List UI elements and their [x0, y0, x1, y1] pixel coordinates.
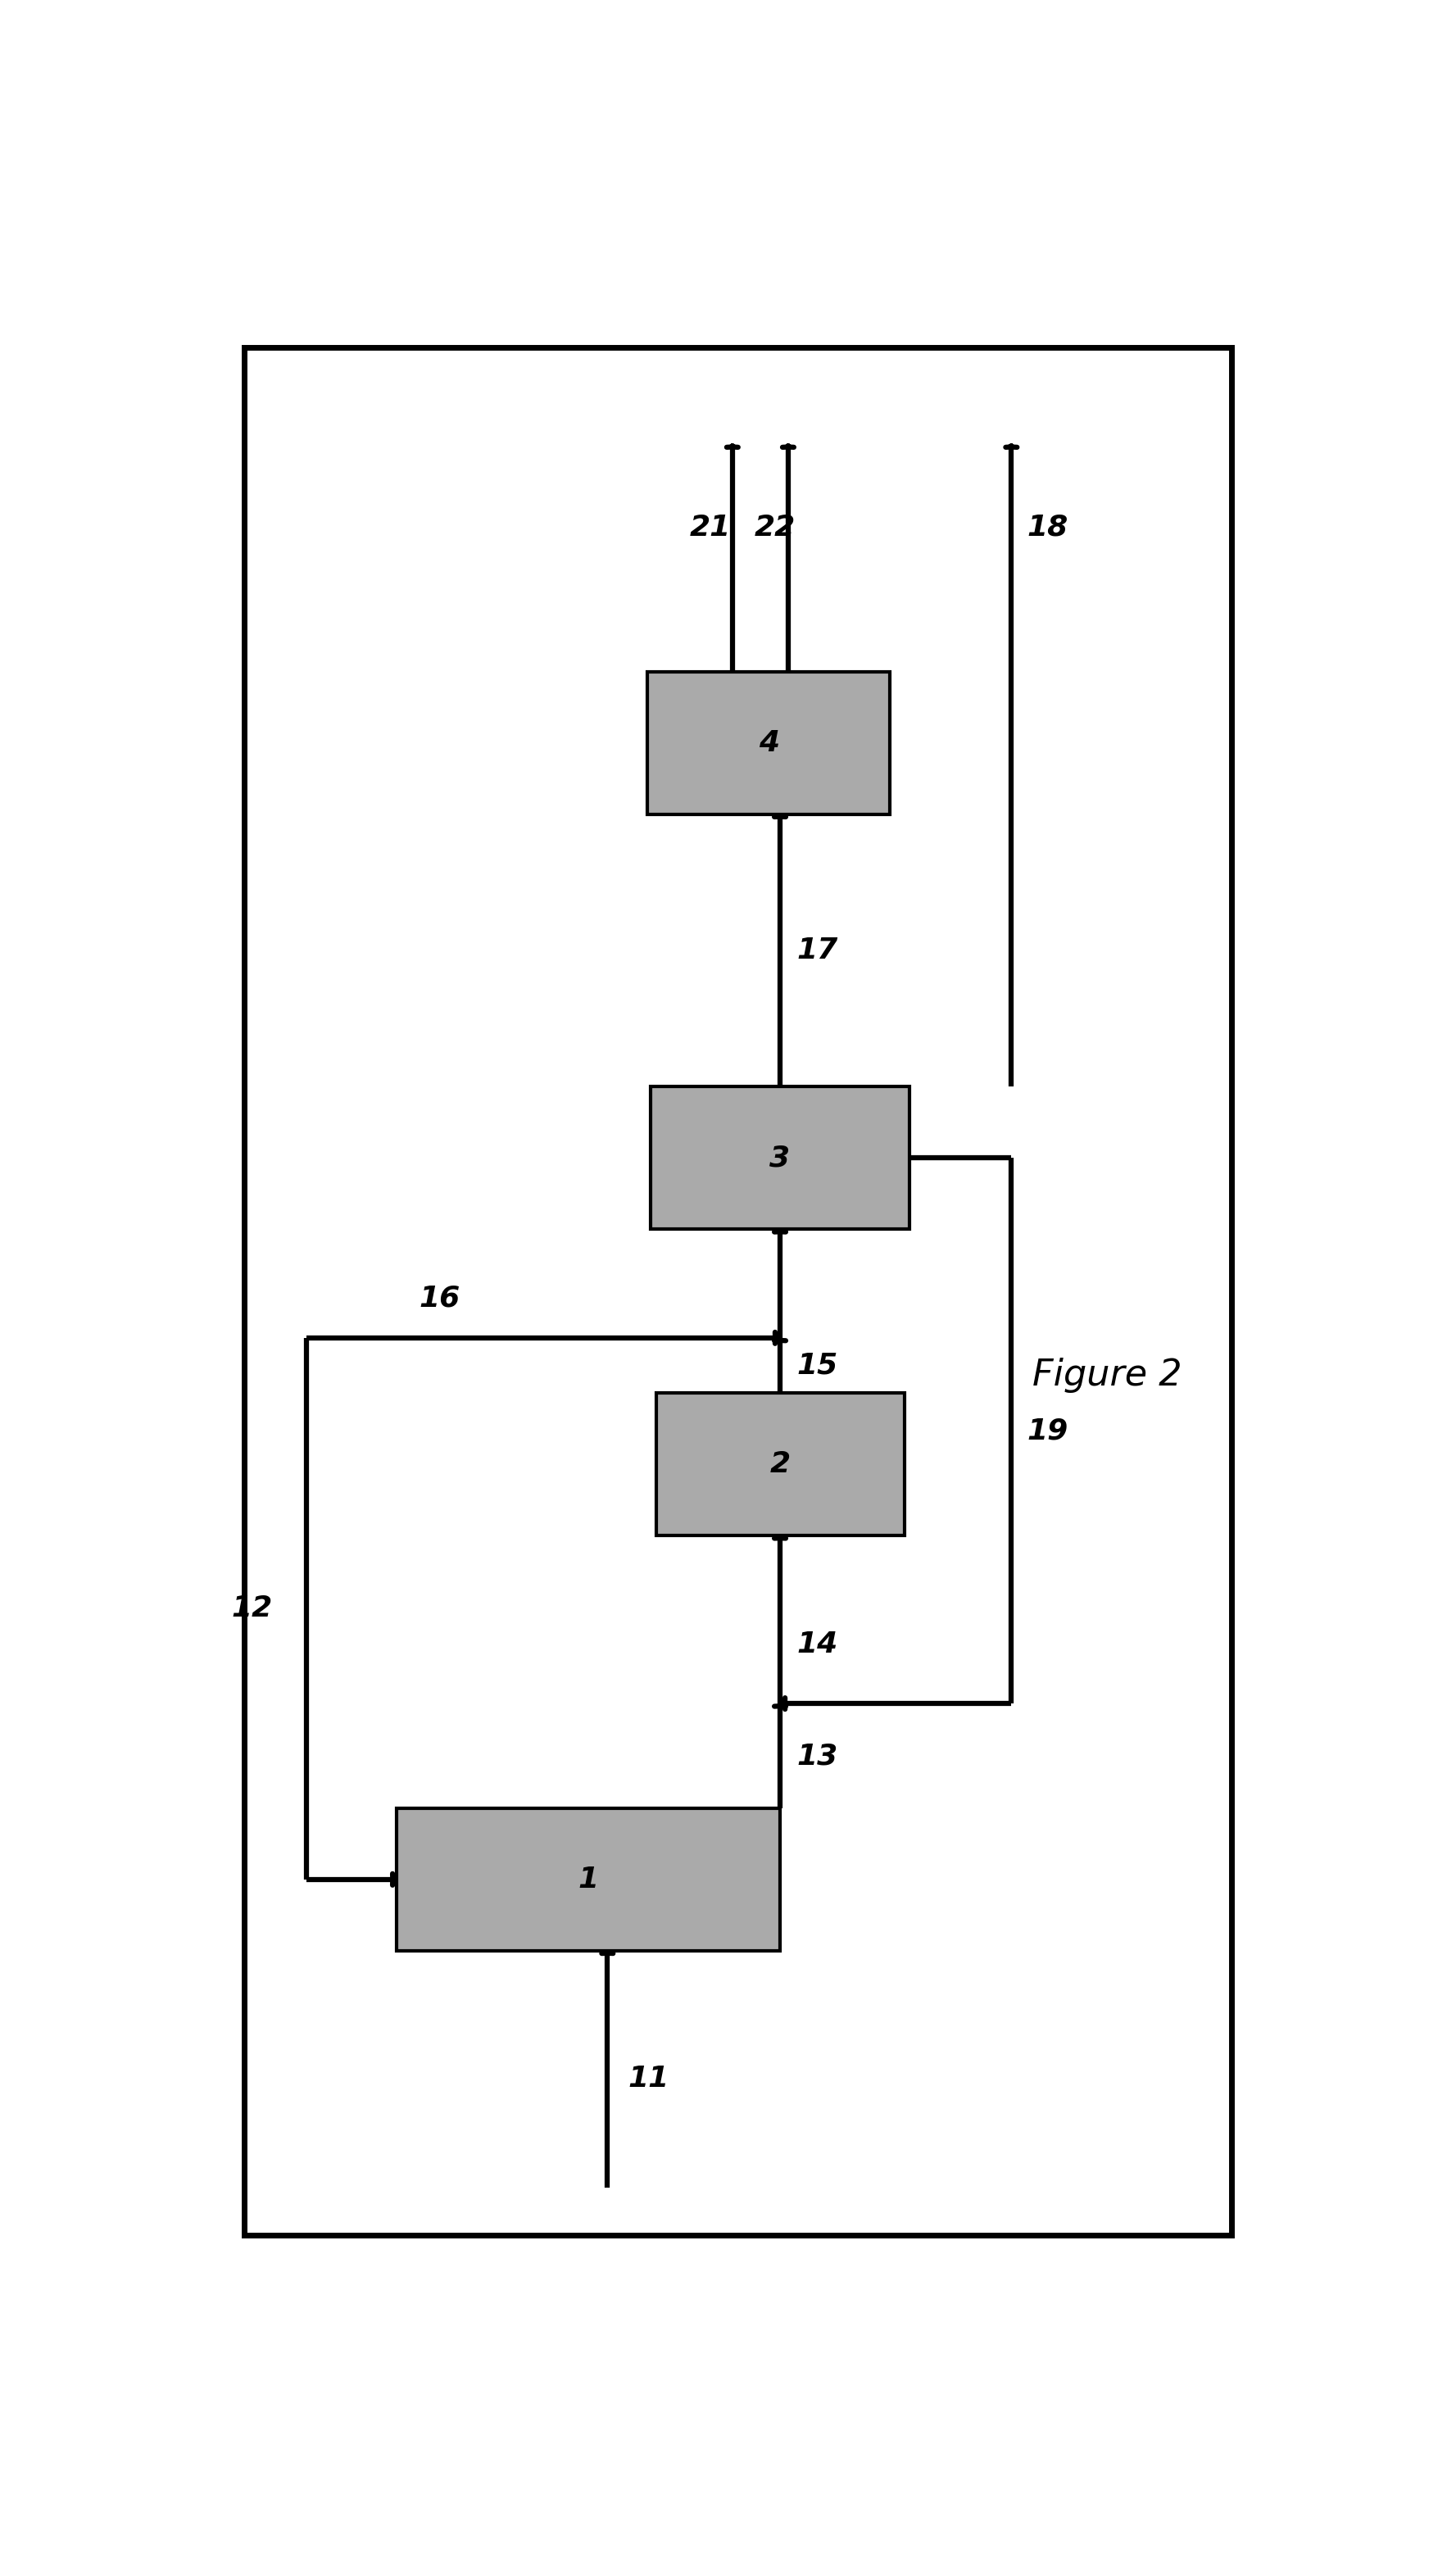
Bar	[648, 673, 890, 814]
Text: 4: 4	[759, 729, 779, 757]
Text: 19: 19	[1026, 1417, 1069, 1445]
Text: 18: 18	[1026, 513, 1069, 542]
Text: 13: 13	[796, 1743, 839, 1769]
Text: 11: 11	[628, 2064, 668, 2092]
Text: 2: 2	[770, 1450, 791, 1479]
Bar	[396, 1807, 780, 1951]
Bar	[655, 1394, 904, 1535]
Text: Figure 2: Figure 2	[1032, 1358, 1182, 1394]
Bar	[245, 347, 1232, 2236]
Bar	[651, 1086, 910, 1230]
Text: 3: 3	[770, 1145, 791, 1173]
Text: 16: 16	[419, 1284, 460, 1312]
Text: 12: 12	[232, 1594, 272, 1622]
Text: 14: 14	[796, 1630, 839, 1658]
Text: 17: 17	[796, 937, 839, 965]
Text: 21: 21	[690, 513, 731, 542]
Text: 15: 15	[796, 1353, 839, 1378]
Text: 1: 1	[578, 1866, 598, 1894]
Text: 22: 22	[754, 513, 795, 542]
